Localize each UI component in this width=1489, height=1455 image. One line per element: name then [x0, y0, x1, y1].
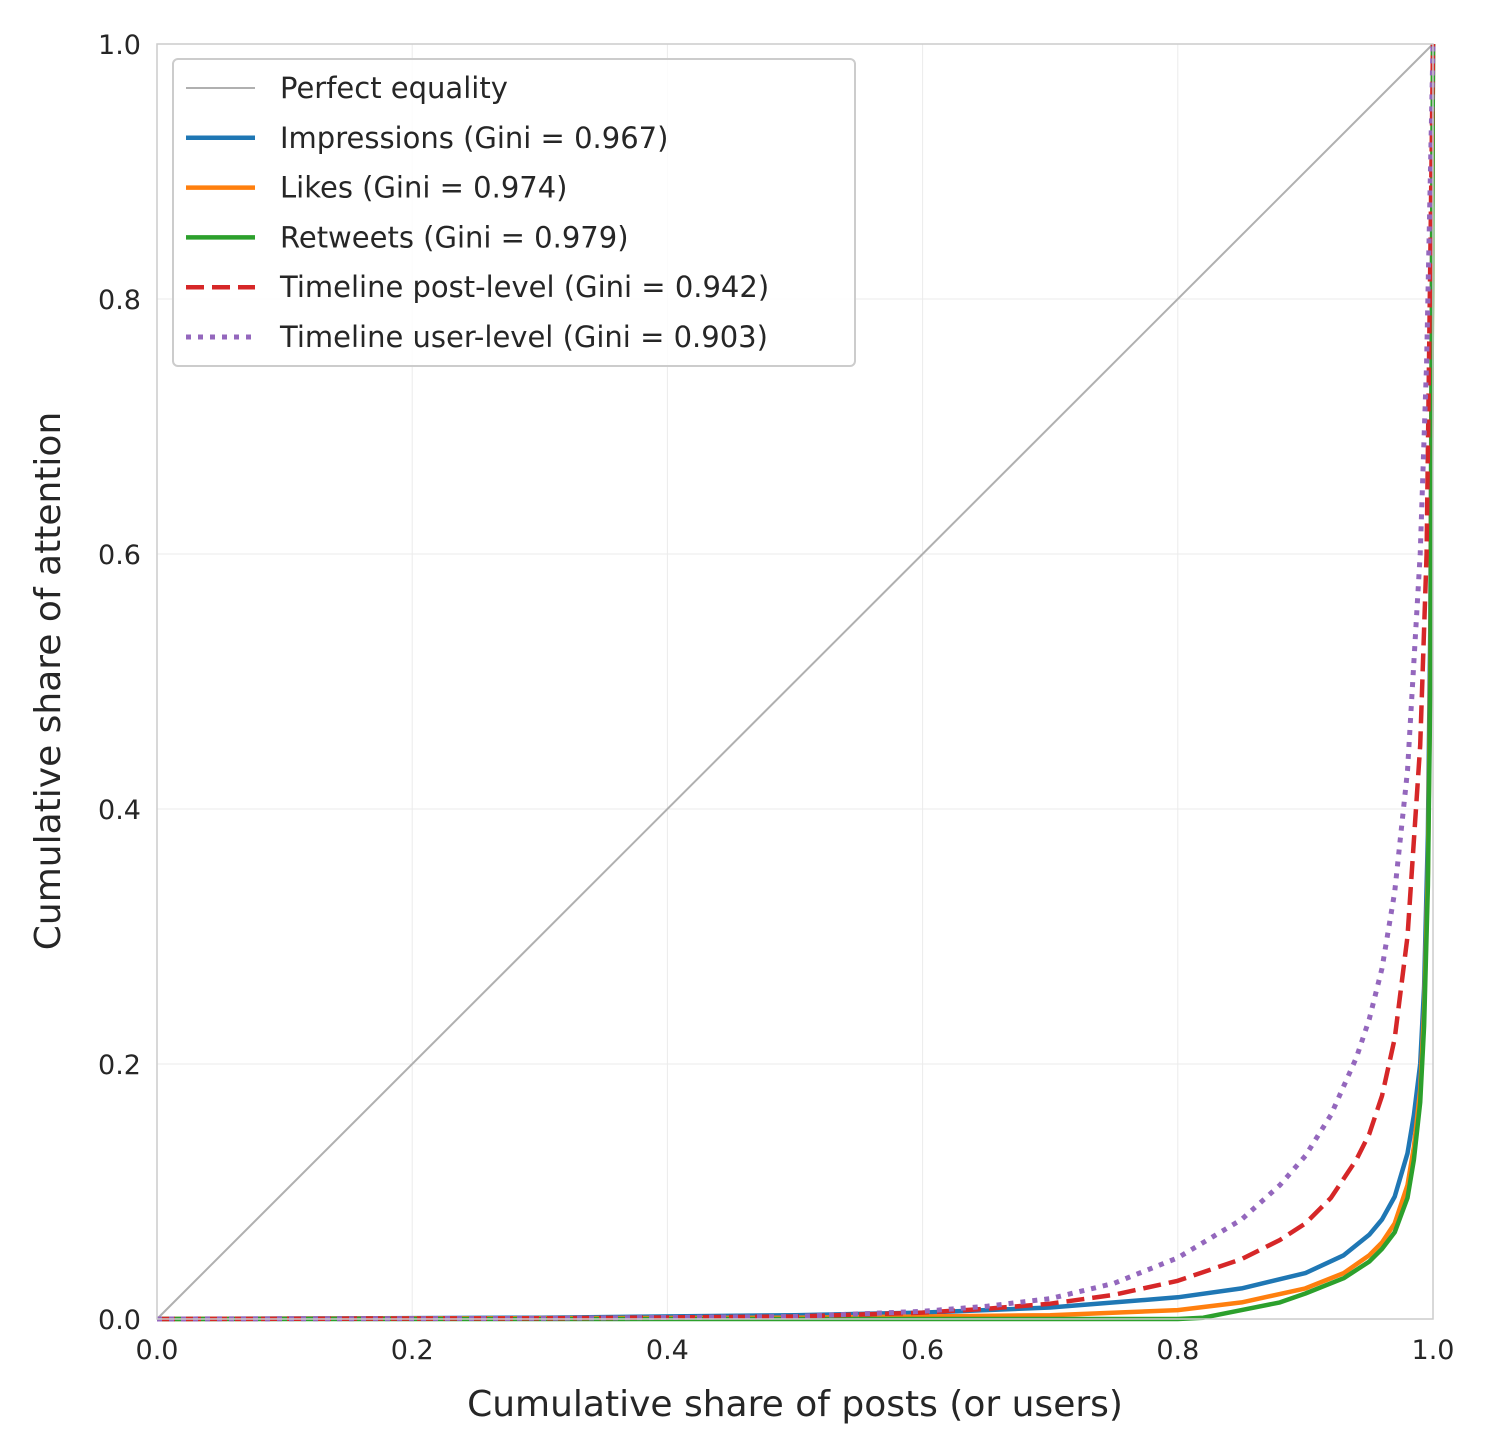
x-tick-label: 0.6	[901, 1335, 944, 1366]
series-line-timeline-post-level	[156, 43, 1436, 1322]
series-layer	[156, 43, 1436, 1322]
y-tick-label: 0.6	[98, 540, 141, 571]
y-tick-labels: 0.0 0.2 0.4 0.6 0.8 1.0	[98, 30, 141, 1336]
y-tick-label: 0.2	[98, 1050, 141, 1081]
legend-box	[172, 58, 856, 367]
series-line-timeline-user-level	[156, 43, 1436, 1322]
x-tick-label: 0.4	[646, 1335, 689, 1366]
y-tick-label: 0.8	[98, 285, 141, 316]
legend-label: Perfect equality	[280, 71, 508, 105]
legend-label: Impressions (Gini = 0.967)	[280, 121, 668, 155]
y-tick-label: 0.4	[98, 795, 141, 826]
x-tick-label: 0.2	[391, 1335, 434, 1366]
y-tick-label: 0.0	[98, 1305, 141, 1336]
x-tick-label: 0.8	[1156, 1335, 1199, 1366]
x-axis-label: Cumulative share of posts (or users)	[467, 1384, 1123, 1425]
legend-label: Retweets (Gini = 0.979)	[280, 220, 629, 254]
x-tick-labels: 0.0 0.2 0.4 0.6 0.8 1.0	[136, 1335, 1455, 1366]
legend-label: Likes (Gini = 0.974)	[280, 171, 568, 205]
x-tick-label: 0.0	[136, 1335, 179, 1366]
plot-frame	[156, 43, 1434, 1320]
legend: Perfect equality Impressions (Gini = 0.96…	[172, 58, 856, 367]
y-tick-label: 1.0	[98, 30, 141, 61]
y-axis-label: Cumulative share of attention	[28, 412, 69, 951]
x-tick-label: 1.0	[1412, 1335, 1455, 1366]
legend-label: Timeline post-level (Gini = 0.942)	[279, 270, 769, 304]
series-line-perfect-equality	[156, 43, 1434, 1320]
legend-label: Timeline user-level (Gini = 0.903)	[279, 320, 768, 354]
